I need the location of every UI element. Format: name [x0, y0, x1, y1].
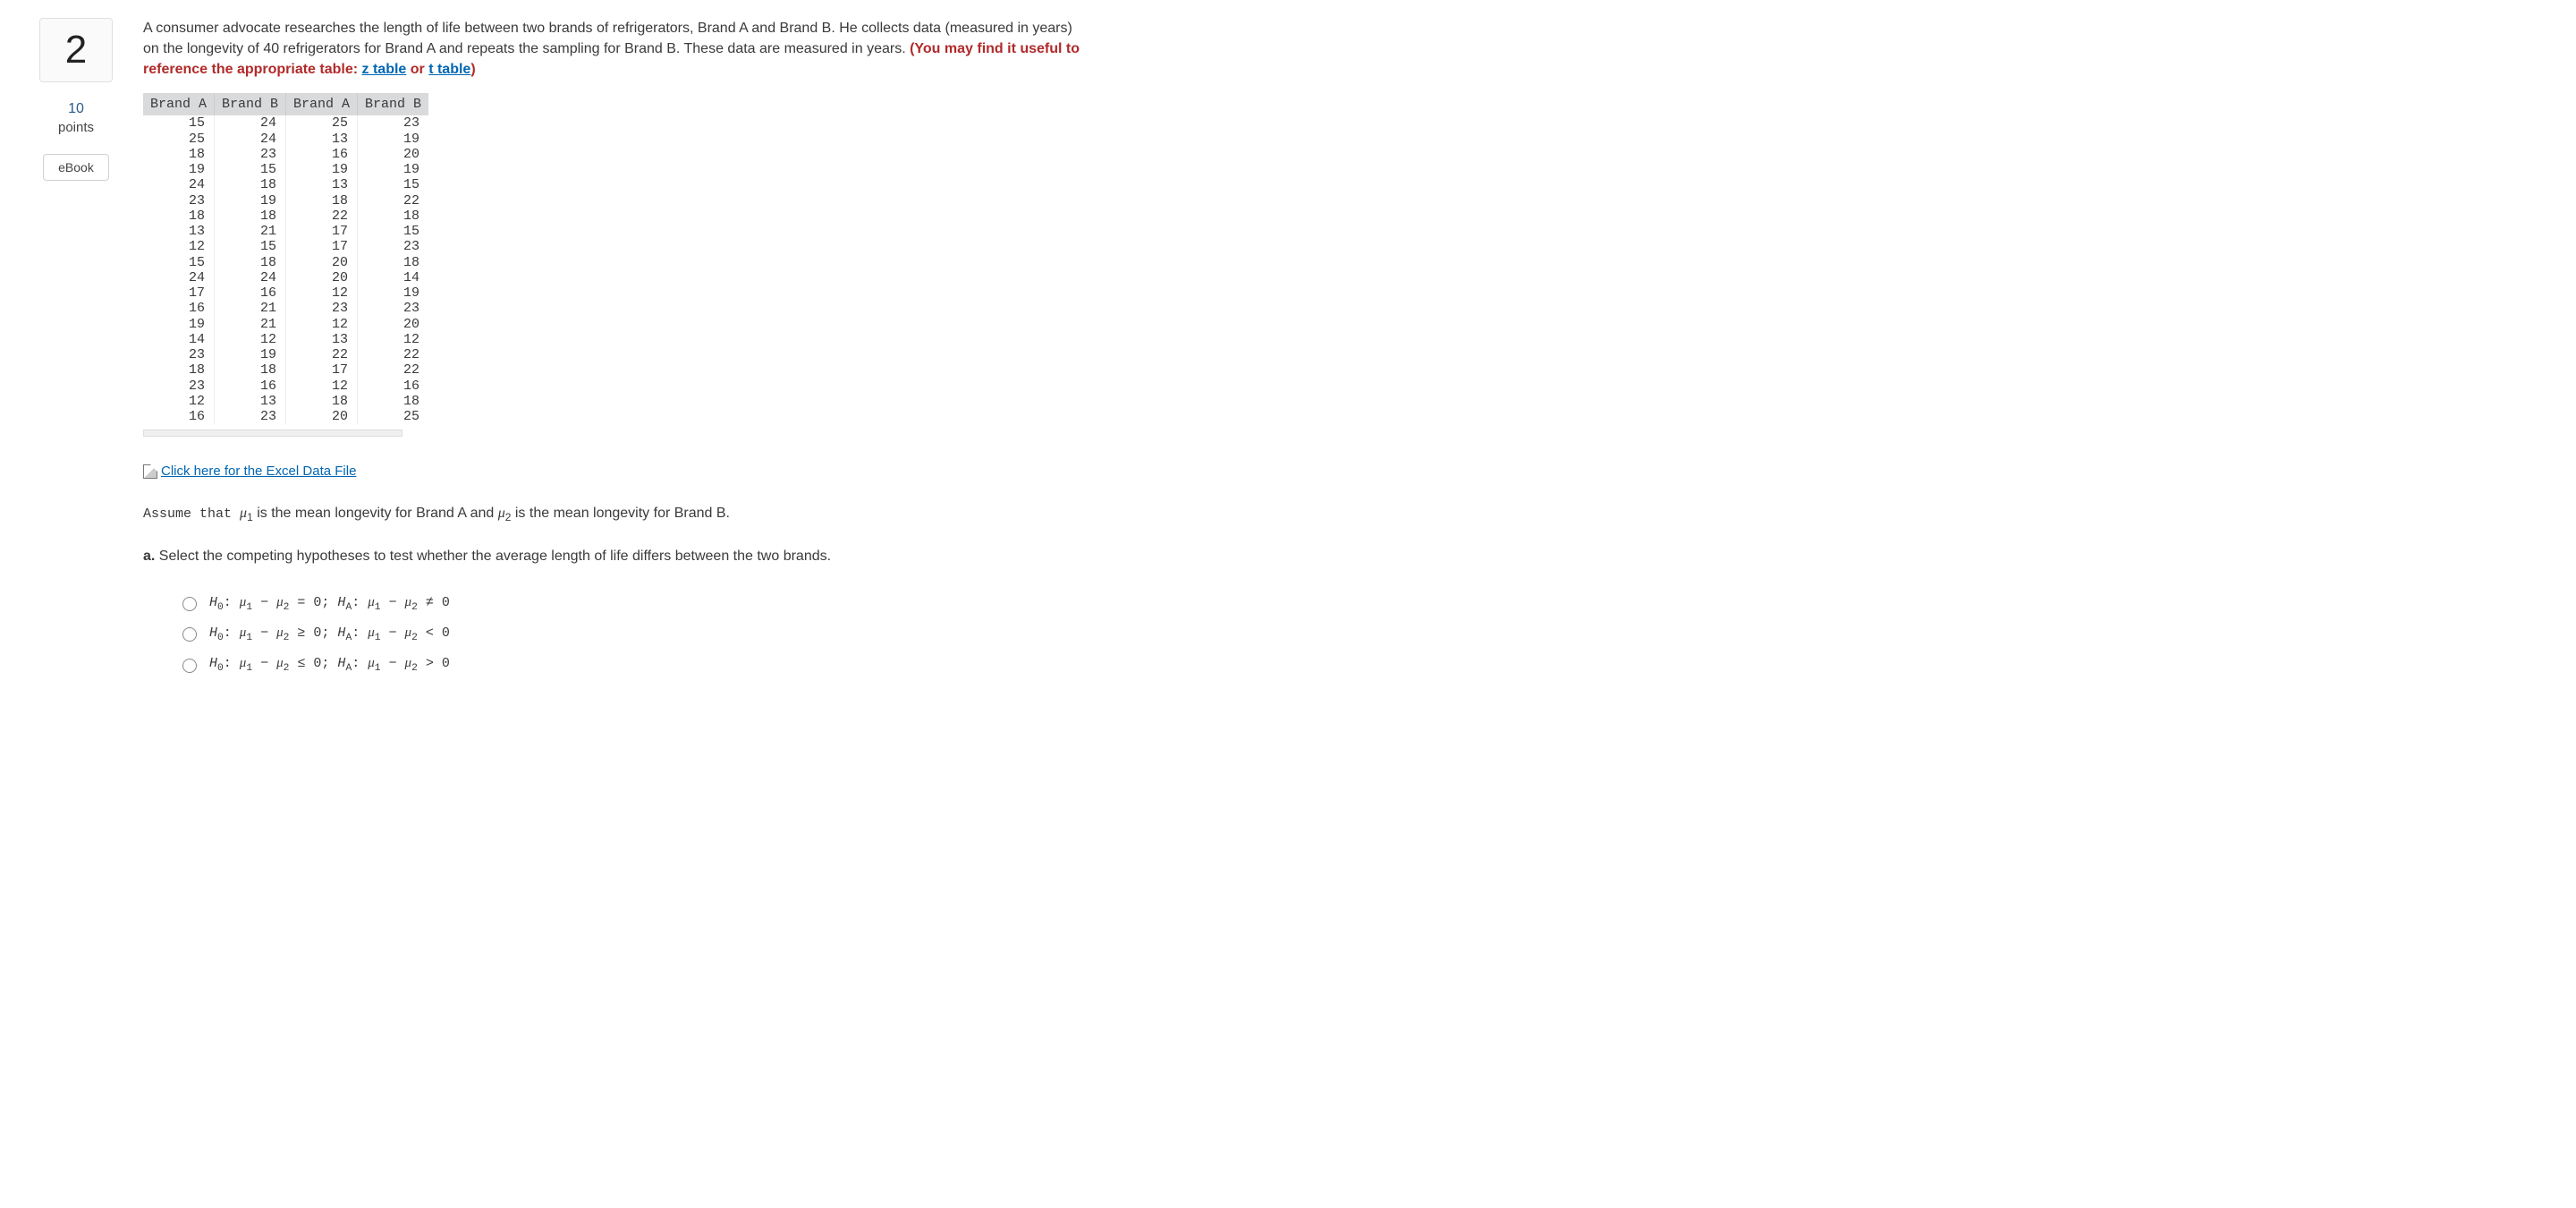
excel-file-link-row: Click here for the Excel Data File	[143, 462, 356, 481]
main-content: A consumer advocate researches the lengt…	[143, 18, 1288, 685]
table-header: Brand A	[286, 93, 358, 116]
table-row: 12151723	[143, 239, 428, 254]
z-table-link[interactable]: z table	[362, 62, 407, 77]
table-row: 23161216	[143, 379, 428, 394]
table-row: 19211220	[143, 317, 428, 332]
option-1-text: H0: μ1 − μ2 = 0; HA: μ1 − μ2 ≠ 0	[209, 593, 450, 615]
option-3-radio[interactable]	[182, 659, 197, 673]
table-row: 15242523	[143, 115, 428, 131]
option-3: H0: μ1 − μ2 ≤ 0; HA: μ1 − μ2 > 0	[182, 654, 1288, 676]
table-row: 13211715	[143, 224, 428, 239]
table-row: 15182018	[143, 255, 428, 270]
table-row: 18181722	[143, 362, 428, 378]
table-row: 24242014	[143, 270, 428, 285]
points-block: 10 points	[58, 100, 94, 136]
ebook-button[interactable]: eBook	[43, 154, 109, 181]
question-number: 2	[65, 28, 87, 72]
sidebar: 2 10 points eBook	[36, 18, 116, 685]
question-prompt: A consumer advocate researches the lengt…	[143, 18, 1082, 81]
points-label: points	[58, 119, 94, 137]
option-1-radio[interactable]	[182, 597, 197, 611]
hypothesis-options: H0: μ1 − μ2 = 0; HA: μ1 − μ2 ≠ 0 H0: μ1 …	[143, 593, 1288, 676]
table-row: 19151919	[143, 162, 428, 177]
t-table-link[interactable]: t table	[428, 62, 470, 77]
excel-file-icon	[143, 464, 157, 479]
part-a-prompt: a. Select the competing hypotheses to te…	[143, 546, 1288, 566]
table-row: 12131818	[143, 394, 428, 409]
data-table: Brand ABrand BBrand ABrand B 15242523252…	[143, 93, 428, 425]
option-2-text: H0: μ1 − μ2 ≥ 0; HA: μ1 − μ2 < 0	[209, 624, 450, 645]
table-header: Brand A	[143, 93, 215, 116]
table-row: 17161219	[143, 285, 428, 301]
option-1: H0: μ1 − μ2 = 0; HA: μ1 − μ2 ≠ 0	[182, 593, 1288, 615]
option-3-text: H0: μ1 − μ2 ≤ 0; HA: μ1 − μ2 > 0	[209, 654, 450, 676]
table-row: 25241319	[143, 132, 428, 147]
table-header: Brand B	[215, 93, 286, 116]
option-2: H0: μ1 − μ2 ≥ 0; HA: μ1 − μ2 < 0	[182, 624, 1288, 645]
table-row: 16232025	[143, 409, 428, 424]
assume-statement: Assume that μ1 is the mean longevity for…	[143, 503, 1288, 526]
table-scrollbar[interactable]	[143, 430, 402, 437]
points-value: 10	[58, 100, 94, 119]
table-row: 18231620	[143, 147, 428, 162]
question-page: 2 10 points eBook A consumer advocate re…	[36, 18, 1288, 685]
excel-file-link[interactable]: Click here for the Excel Data File	[161, 462, 356, 481]
table-row: 16212323	[143, 301, 428, 316]
table-header: Brand B	[358, 93, 429, 116]
table-row: 18182218	[143, 208, 428, 224]
table-row: 24181315	[143, 177, 428, 192]
option-2-radio[interactable]	[182, 627, 197, 642]
table-row: 23191822	[143, 193, 428, 208]
table-row: 14121312	[143, 332, 428, 347]
table-row: 23192222	[143, 347, 428, 362]
question-number-box: 2	[39, 18, 113, 82]
